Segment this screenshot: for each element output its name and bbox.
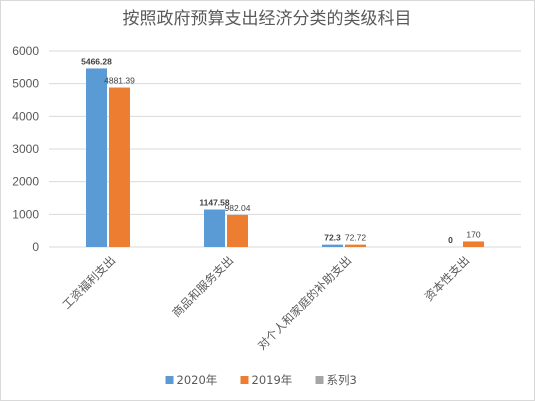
category-label: 资本性支出 bbox=[422, 253, 473, 304]
legend-label: 系列3 bbox=[327, 373, 357, 387]
data-label: 72.3 bbox=[324, 233, 341, 243]
bars bbox=[86, 68, 484, 248]
bar-2019年-商品和服务支出 bbox=[227, 214, 248, 247]
y-tick-label: 4000 bbox=[12, 109, 39, 123]
y-tick-label: 2000 bbox=[12, 175, 39, 189]
legend-swatch bbox=[165, 376, 174, 384]
data-label: 982.04 bbox=[225, 203, 251, 213]
legend-label: 2020年 bbox=[177, 373, 218, 387]
bar-2020年-对个人和家庭的补助支出 bbox=[322, 244, 343, 247]
chart-title: 按照政府预算支出经济分类的类级科目 bbox=[123, 9, 412, 29]
legend: 2020年 2019年 系列3 bbox=[165, 373, 357, 387]
y-tick-label: 1000 bbox=[12, 207, 39, 221]
y-tick-label: 6000 bbox=[12, 44, 39, 58]
legend-swatch bbox=[315, 376, 324, 384]
bar-2019年-工资福利支出 bbox=[109, 87, 130, 247]
category-labels: 工资福利支出 商品和服务支出 对个人和家庭的补助支出 资本性支出 bbox=[59, 253, 472, 352]
bar-2020年-商品和服务支出 bbox=[204, 209, 225, 247]
category-label: 对个人和家庭的补助支出 bbox=[255, 253, 354, 352]
data-label: 170 bbox=[466, 229, 480, 239]
y-tick-label: 5000 bbox=[12, 77, 39, 91]
legend-label: 2019年 bbox=[252, 373, 293, 387]
category-label: 工资福利支出 bbox=[59, 253, 118, 312]
y-tick-label: 3000 bbox=[12, 142, 39, 156]
legend-swatch bbox=[240, 376, 249, 384]
y-tick-label: 0 bbox=[32, 240, 39, 254]
data-label: 5466.28 bbox=[81, 56, 112, 66]
category-label: 商品和服务支出 bbox=[169, 253, 236, 320]
bar-2020年-工资福利支出 bbox=[86, 68, 107, 248]
data-label: 0 bbox=[448, 235, 453, 245]
data-label: 72.72 bbox=[345, 233, 367, 243]
bar-2019年-对个人和家庭的补助支出 bbox=[345, 244, 366, 247]
y-axis-ticks: 0 1000 2000 3000 4000 5000 6000 bbox=[12, 44, 39, 254]
data-label: 1147.58 bbox=[199, 198, 230, 208]
data-label: 4881.39 bbox=[104, 76, 135, 86]
bar-2019年-资本性支出 bbox=[463, 241, 484, 247]
